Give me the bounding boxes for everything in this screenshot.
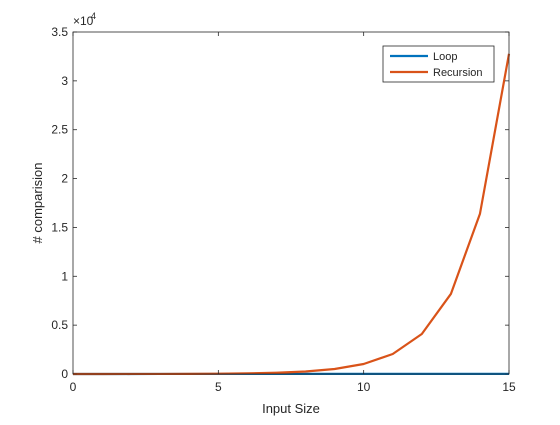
legend-label-loop: Loop: [433, 51, 457, 63]
plot-area: [73, 32, 509, 374]
y-tick-label: 1: [61, 269, 68, 283]
x-tick-label: 5: [215, 380, 222, 394]
x-tick-label: 10: [357, 380, 371, 394]
legend: Loop Recursion: [383, 46, 494, 82]
x-tick-label: 15: [502, 380, 516, 394]
y-exponent-power: 4: [91, 11, 96, 21]
y-axis-title: # comparision: [30, 163, 45, 244]
x-axis-title: Input Size: [262, 401, 320, 416]
y-tick-label: 3.5: [51, 25, 68, 39]
y-tick-label: 2.5: [51, 123, 68, 137]
legend-label-recursion: Recursion: [433, 67, 483, 79]
x-tick-label: 0: [70, 380, 77, 394]
y-tick-label: 2: [61, 172, 68, 186]
y-tick-label: 3: [61, 74, 68, 88]
y-tick-label: 1.5: [51, 220, 68, 234]
y-tick-label: 0.5: [51, 318, 68, 332]
y-tick-label: 0: [61, 367, 68, 381]
